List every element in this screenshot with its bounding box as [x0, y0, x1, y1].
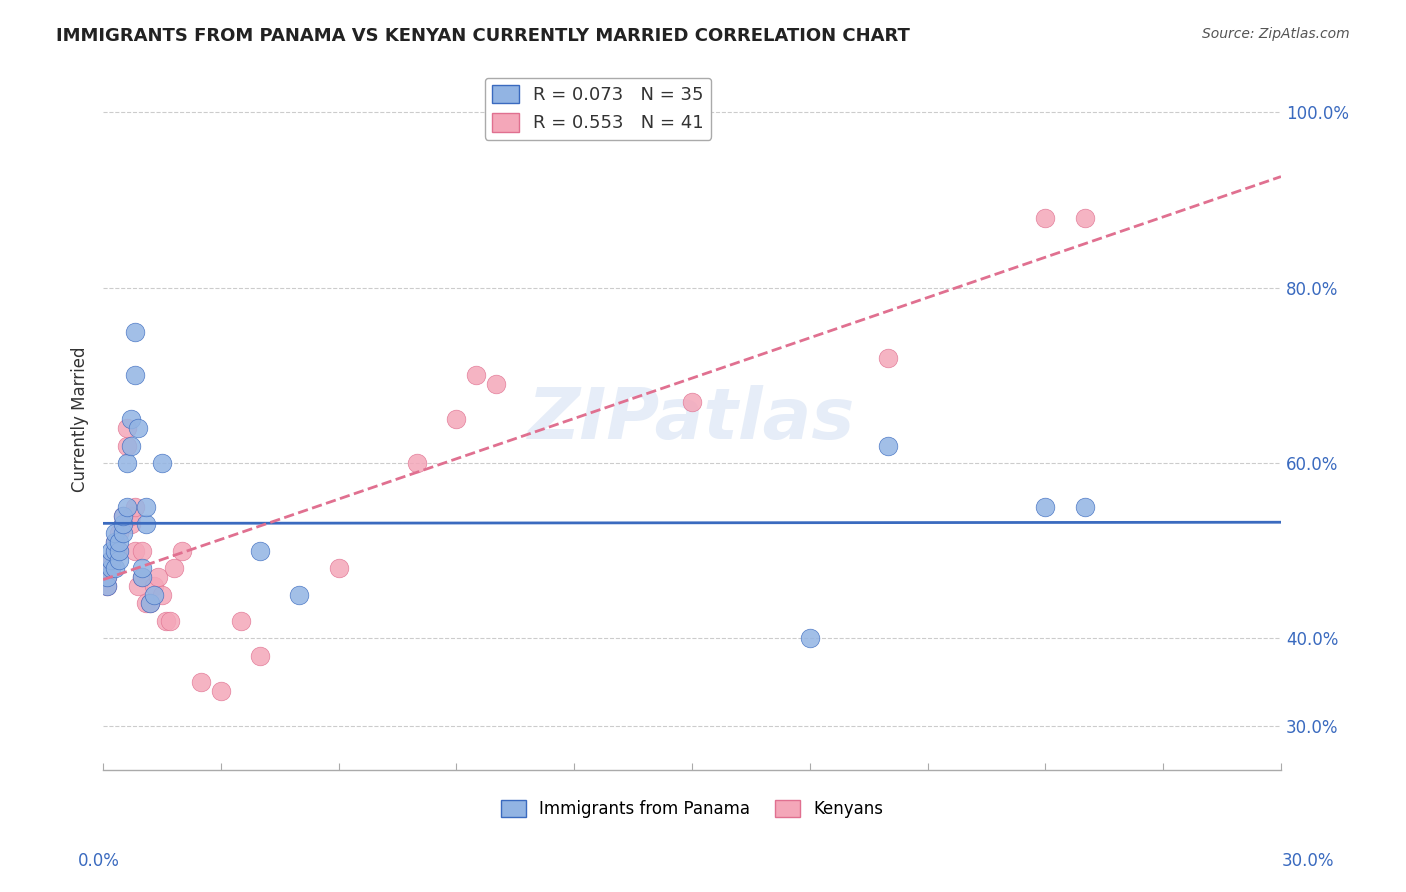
- Point: [229, 614, 252, 628]
- Point: [127, 579, 149, 593]
- Point: [124, 500, 146, 514]
- Point: [108, 543, 131, 558]
- Text: IMMIGRANTS FROM PANAMA VS KENYAN CURRENTLY MARRIED CORRELATION CHART: IMMIGRANTS FROM PANAMA VS KENYAN CURRENT…: [56, 27, 910, 45]
- Point: [135, 517, 157, 532]
- Text: 30.0%: 30.0%: [1281, 852, 1334, 870]
- Point: [100, 552, 122, 566]
- Point: [124, 368, 146, 383]
- Point: [131, 570, 153, 584]
- Point: [163, 561, 186, 575]
- Point: [159, 614, 181, 628]
- Point: [127, 421, 149, 435]
- Point: [100, 561, 122, 575]
- Point: [1073, 500, 1095, 514]
- Point: [108, 526, 131, 541]
- Point: [100, 543, 122, 558]
- Point: [104, 561, 127, 575]
- Point: [104, 535, 127, 549]
- Point: [111, 517, 134, 532]
- Point: [115, 439, 138, 453]
- Point: [124, 325, 146, 339]
- Point: [115, 500, 138, 514]
- Point: [446, 412, 468, 426]
- Point: [96, 570, 118, 584]
- Point: [143, 579, 166, 593]
- Point: [249, 543, 271, 558]
- Point: [120, 508, 142, 523]
- Point: [1035, 211, 1057, 225]
- Point: [799, 632, 821, 646]
- Point: [150, 588, 173, 602]
- Point: [111, 517, 134, 532]
- Point: [124, 543, 146, 558]
- Point: [104, 543, 127, 558]
- Point: [108, 543, 131, 558]
- Point: [96, 570, 118, 584]
- Point: [108, 535, 131, 549]
- Point: [143, 588, 166, 602]
- Text: Source: ZipAtlas.com: Source: ZipAtlas.com: [1202, 27, 1350, 41]
- Point: [288, 588, 311, 602]
- Point: [104, 526, 127, 541]
- Point: [120, 412, 142, 426]
- Point: [104, 543, 127, 558]
- Point: [139, 596, 162, 610]
- Point: [100, 561, 122, 575]
- Point: [155, 614, 177, 628]
- Point: [100, 552, 122, 566]
- Point: [111, 508, 134, 523]
- Point: [104, 535, 127, 549]
- Point: [111, 526, 134, 541]
- Point: [877, 439, 900, 453]
- Point: [131, 570, 153, 584]
- Point: [249, 648, 271, 663]
- Point: [96, 579, 118, 593]
- Point: [1073, 211, 1095, 225]
- Point: [485, 377, 508, 392]
- Text: ZIPatlas: ZIPatlas: [529, 384, 856, 454]
- Point: [115, 421, 138, 435]
- Point: [170, 543, 193, 558]
- Point: [150, 456, 173, 470]
- Point: [209, 684, 232, 698]
- Point: [108, 552, 131, 566]
- Point: [115, 456, 138, 470]
- Point: [111, 508, 134, 523]
- Point: [131, 561, 153, 575]
- Point: [135, 500, 157, 514]
- Point: [681, 394, 703, 409]
- Point: [877, 351, 900, 365]
- Text: 0.0%: 0.0%: [77, 852, 120, 870]
- Y-axis label: Currently Married: Currently Married: [72, 346, 89, 492]
- Point: [406, 456, 429, 470]
- Point: [120, 517, 142, 532]
- Point: [131, 543, 153, 558]
- Point: [1035, 500, 1057, 514]
- Point: [146, 570, 169, 584]
- Point: [139, 596, 162, 610]
- Point: [120, 439, 142, 453]
- Point: [465, 368, 488, 383]
- Point: [328, 561, 350, 575]
- Point: [135, 596, 157, 610]
- Legend: Immigrants from Panama, Kenyans: Immigrants from Panama, Kenyans: [494, 793, 890, 825]
- Point: [96, 579, 118, 593]
- Point: [190, 675, 212, 690]
